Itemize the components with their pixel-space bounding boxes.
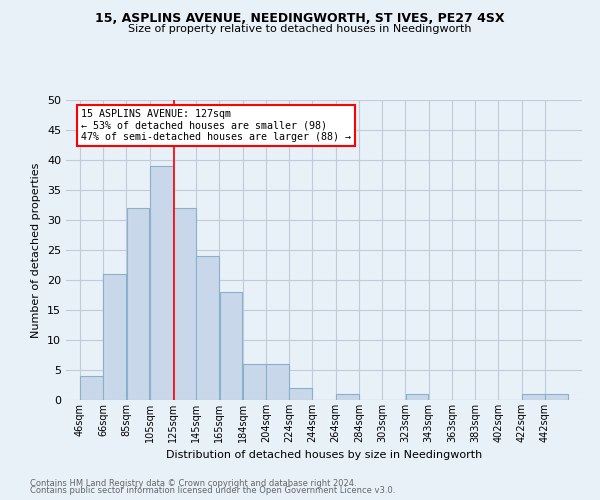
Bar <box>406 394 428 400</box>
Bar <box>336 394 359 400</box>
Bar <box>545 394 568 400</box>
Text: 15 ASPLINS AVENUE: 127sqm
← 53% of detached houses are smaller (98)
47% of semi-: 15 ASPLINS AVENUE: 127sqm ← 53% of detac… <box>81 109 351 142</box>
Bar <box>243 364 266 400</box>
Text: Contains public sector information licensed under the Open Government Licence v3: Contains public sector information licen… <box>30 486 395 495</box>
X-axis label: Distribution of detached houses by size in Needingworth: Distribution of detached houses by size … <box>166 450 482 460</box>
Bar <box>150 166 173 400</box>
Bar <box>173 208 196 400</box>
Bar <box>266 364 289 400</box>
Text: Contains HM Land Registry data © Crown copyright and database right 2024.: Contains HM Land Registry data © Crown c… <box>30 478 356 488</box>
Bar <box>289 388 312 400</box>
Y-axis label: Number of detached properties: Number of detached properties <box>31 162 41 338</box>
Bar <box>80 376 103 400</box>
Bar <box>103 274 126 400</box>
Bar <box>196 256 219 400</box>
Bar <box>127 208 149 400</box>
Bar <box>522 394 545 400</box>
Bar <box>220 292 242 400</box>
Text: 15, ASPLINS AVENUE, NEEDINGWORTH, ST IVES, PE27 4SX: 15, ASPLINS AVENUE, NEEDINGWORTH, ST IVE… <box>95 12 505 26</box>
Text: Size of property relative to detached houses in Needingworth: Size of property relative to detached ho… <box>128 24 472 34</box>
